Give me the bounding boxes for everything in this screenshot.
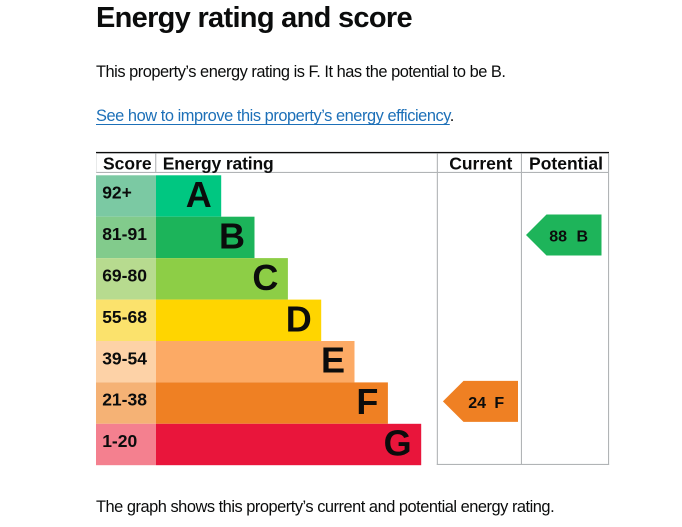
- svg-text:Potential: Potential: [529, 153, 603, 173]
- svg-text:69-80: 69-80: [102, 265, 147, 285]
- svg-text:B: B: [577, 228, 589, 245]
- svg-text:81-91: 81-91: [102, 224, 147, 244]
- svg-text:39-54: 39-54: [102, 348, 147, 368]
- svg-text:E: E: [321, 340, 345, 381]
- svg-text:F: F: [356, 381, 378, 422]
- svg-text:B: B: [219, 215, 245, 256]
- svg-text:D: D: [286, 298, 312, 339]
- svg-text:G: G: [384, 423, 412, 464]
- svg-text:A: A: [186, 174, 212, 215]
- svg-text:88: 88: [549, 228, 567, 245]
- svg-text:C: C: [252, 257, 278, 298]
- svg-text:55-68: 55-68: [102, 307, 147, 327]
- svg-text:Score: Score: [103, 153, 152, 173]
- svg-text:F: F: [494, 395, 504, 412]
- svg-text:1-20: 1-20: [102, 431, 137, 451]
- svg-text:21-38: 21-38: [102, 390, 147, 410]
- svg-text:92+: 92+: [102, 183, 132, 203]
- svg-text:24: 24: [468, 395, 486, 412]
- svg-text:Energy rating: Energy rating: [163, 153, 274, 173]
- svg-text:Current: Current: [449, 153, 512, 173]
